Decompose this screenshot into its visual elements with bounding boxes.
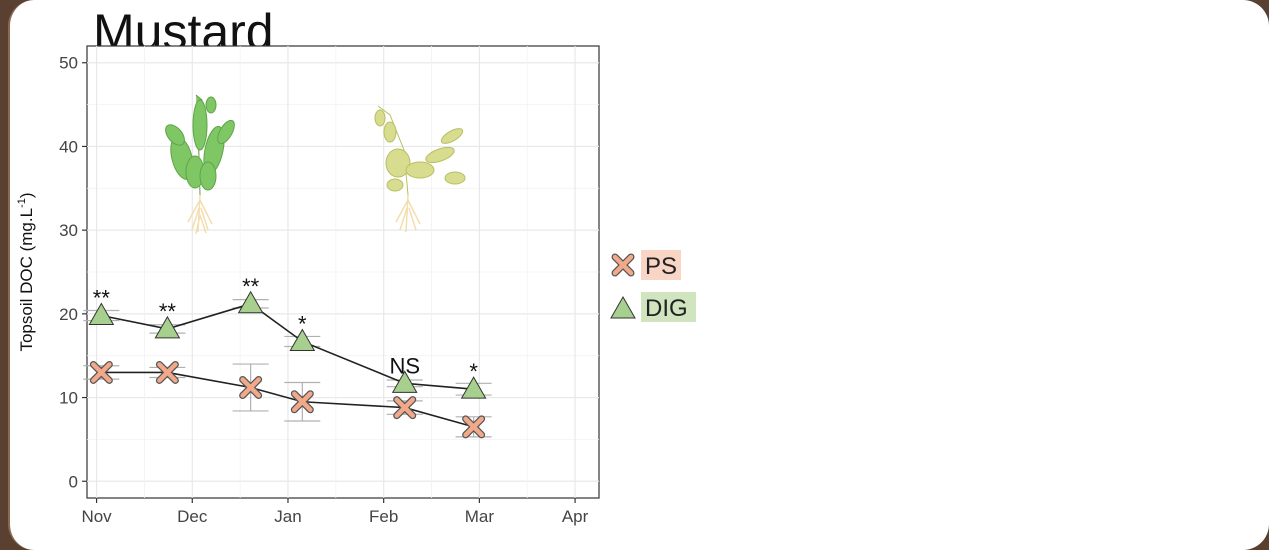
x-tick-label: Mar: [465, 507, 495, 526]
series-layer: [83, 290, 492, 439]
significance-label: **: [93, 286, 111, 311]
y-axis-label-main: Topsoil DOC (mg.L: [17, 208, 36, 352]
y-tick-label: 10: [59, 389, 78, 408]
data-point: [89, 360, 113, 384]
x-tick-label: Apr: [562, 507, 589, 526]
data-point: [237, 290, 264, 314]
significance-label: *: [469, 359, 478, 384]
data-point: [88, 302, 115, 326]
green-mustard-plant-image: [165, 94, 235, 235]
legend-label: DIG: [645, 295, 688, 322]
marker-fill: [463, 416, 484, 438]
marker-fill: [612, 254, 634, 276]
data-point: [393, 396, 417, 420]
data-point: [460, 376, 487, 399]
significance-label: NS: [389, 353, 420, 378]
y-tick-label: 0: [69, 472, 78, 491]
y-axis-label-end: ): [17, 192, 36, 198]
y-axis-label-sup: -1: [16, 198, 28, 208]
legend-marker: [610, 295, 636, 319]
data-point: [289, 328, 316, 351]
data-point: [155, 360, 179, 384]
series-line: [101, 302, 474, 390]
legend: PS DIG: [610, 250, 696, 322]
marker-fill: [240, 377, 261, 398]
significance-label: **: [159, 299, 177, 324]
marker-fill: [394, 397, 415, 418]
data-point: [290, 390, 314, 414]
y-axis-label: Topsoil DOC (mg.L-1): [16, 192, 36, 351]
legend-label-bg: [641, 250, 681, 280]
legend-label: PS: [645, 253, 677, 280]
data-point: [154, 315, 181, 339]
legend-item-dig: DIG: [610, 292, 696, 322]
x-tick-label: Jan: [274, 507, 301, 526]
data-point: [462, 415, 486, 439]
y-tick-label: 30: [59, 221, 78, 240]
significance-label: *: [298, 311, 307, 336]
x-tick-label: Dec: [177, 507, 208, 526]
y-tick-label: 40: [59, 137, 78, 156]
series-line: [101, 371, 474, 428]
legend-label-bg: [641, 292, 696, 322]
data-point: [239, 376, 263, 400]
data-point: [391, 370, 418, 393]
plant-images: [165, 94, 466, 235]
marker-fill: [91, 362, 112, 383]
legend-marker: [611, 253, 635, 277]
legend-item-ps: PS: [611, 250, 681, 280]
series-dig: [83, 290, 492, 399]
y-tick-label: 20: [59, 305, 78, 324]
annotations: *******NS *: [93, 274, 479, 384]
series-ps: [83, 360, 492, 439]
x-tick-label: Nov: [81, 507, 112, 526]
y-tick-label: 50: [59, 54, 78, 73]
marker-fill: [292, 391, 313, 412]
marker-fill: [157, 362, 178, 383]
significance-label: **: [242, 274, 260, 299]
senescent-mustard-plant-image: [374, 105, 466, 233]
x-tick-label: Feb: [369, 507, 398, 526]
axes: 0 10 20 30 40 50 Nov Dec Jan Feb Mar Apr: [59, 54, 589, 526]
